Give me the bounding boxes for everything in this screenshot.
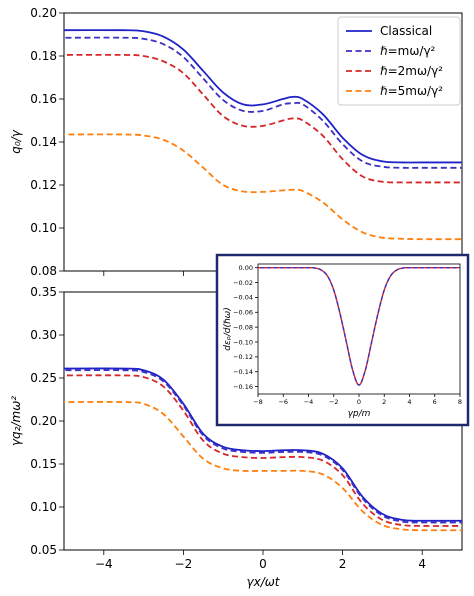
series-line-1 [63, 369, 463, 524]
y-tick-label: −0.10 [233, 338, 253, 346]
y-tick-label: 0.15 [30, 457, 57, 471]
y-tick-label: −0.16 [233, 383, 253, 391]
x-tick-label: 2 [339, 557, 347, 571]
y-tick-label: −0.04 [233, 294, 253, 302]
series-line-3 [63, 401, 463, 532]
inset-y-axis-label: dεₚ/d(ℏω) [223, 307, 233, 350]
y-tick-label: 0.00 [239, 264, 253, 272]
series-line-1 [63, 36, 462, 169]
x-tick-label: 8 [458, 398, 462, 406]
y-tick-label: 0.35 [30, 285, 57, 299]
y-tick-label: −0.02 [233, 279, 253, 287]
y-tick-label: −0.14 [233, 368, 253, 376]
y-tick-label: 0.20 [30, 414, 57, 428]
legend-box [337, 16, 461, 106]
series-line-0 [63, 367, 463, 522]
legend-label: ℏ=mω/γ² [380, 44, 436, 58]
x-tick-label: −2 [175, 557, 193, 571]
y-tick-label: −0.12 [233, 353, 253, 361]
bottom-x-axis-label: γx/ωt [247, 575, 281, 589]
bottom-y-axis-label: γq₂/mω² [9, 396, 23, 446]
x-tick-label: 2 [382, 398, 386, 406]
x-tick-label: 6 [433, 398, 437, 406]
bottom-ticks: 0.05 0.10 0.15 0.20 0.25 0.30 0.35 −4 −2 0 2 4 [30, 285, 426, 571]
top-panel: 0.08 0.10 0.12 0.14 0.16 0.18 0.20 q₀/γ Classi… [9, 6, 463, 278]
y-tick-label: 0.08 [30, 264, 57, 278]
top-series-lines [63, 29, 463, 241]
y-tick-label: 0.14 [30, 135, 57, 149]
inset-series-lines [257, 266, 461, 386]
x-tick-label: −4 [95, 557, 113, 571]
series-line-0 [63, 29, 462, 164]
legend-items: Classical ℏ=mω/γ² ℏ=2mω/γ² ℏ=5mω/γ² [346, 24, 443, 98]
y-tick-label: 0.18 [30, 49, 57, 63]
y-tick-label: 0.25 [30, 371, 57, 385]
y-tick-label: −0.08 [233, 323, 253, 331]
legend: Classical ℏ=mω/γ² ℏ=2mω/γ² ℏ=5mω/γ² [337, 16, 461, 106]
x-tick-label: 4 [418, 557, 426, 571]
series-line-3 [63, 133, 463, 241]
top-y-axis-label: q₀/γ [9, 129, 23, 153]
series-line-2 [63, 53, 462, 184]
y-tick-label: 0.12 [30, 178, 57, 192]
bottom-series-lines [63, 367, 463, 532]
inset-x-axis-label: γp/m [348, 409, 371, 419]
y-tick-label: 0.30 [30, 328, 57, 342]
x-tick-label: −6 [278, 398, 288, 406]
x-tick-label: 0 [357, 398, 361, 406]
series-line-1 [257, 266, 461, 386]
x-tick-label: −4 [304, 398, 314, 406]
series-line-2 [63, 374, 463, 527]
y-tick-label: 0.16 [30, 92, 57, 106]
y-tick-label: 0.10 [30, 221, 57, 235]
x-tick-label: 0 [259, 557, 267, 571]
top-y-ticks: 0.08 0.10 0.12 0.14 0.16 0.18 0.20 [30, 6, 423, 278]
inset-panel: 0.00 −0.02 −0.04 −0.06 −0.08 −0.10 −0.12 −0.14 −… [215, 253, 470, 427]
y-tick-label: 0.05 [30, 543, 57, 557]
inset-ticks: 0.00 −0.02 −0.04 −0.06 −0.08 −0.10 −0.12 −0.14 −… [233, 264, 462, 406]
legend-label: ℏ=2mω/γ² [380, 64, 443, 78]
y-tick-label: 0.20 [30, 6, 57, 20]
inset-plot-area [257, 263, 461, 395]
y-tick-label: −0.06 [233, 309, 253, 317]
legend-label: Classical [380, 24, 432, 38]
legend-label: ℏ=5mω/γ² [380, 84, 443, 98]
x-tick-label: −2 [329, 398, 339, 406]
x-tick-label: −8 [253, 398, 263, 406]
x-tick-label: 4 [407, 398, 411, 406]
y-tick-label: 0.10 [30, 500, 57, 514]
